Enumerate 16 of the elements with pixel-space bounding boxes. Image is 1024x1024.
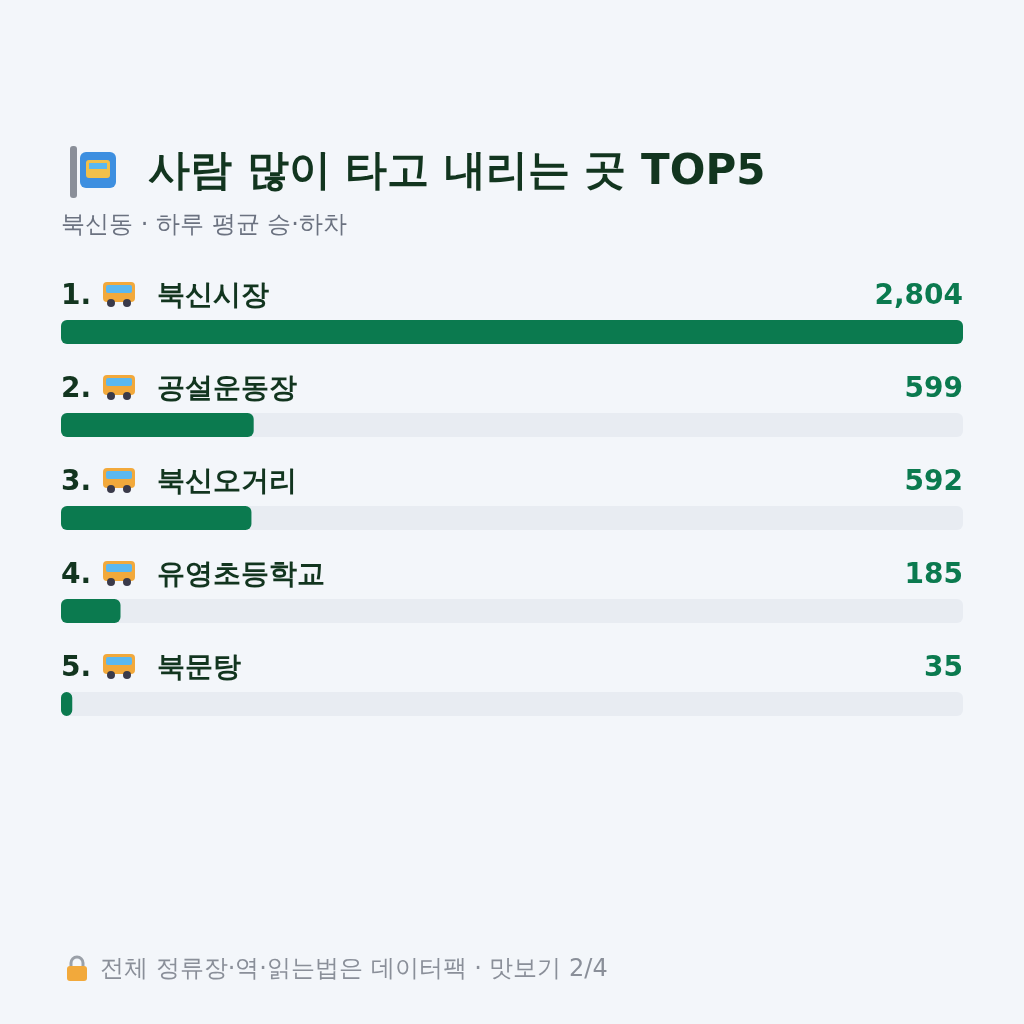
bar: [61, 506, 252, 530]
data-label: 35: [924, 650, 963, 683]
data-label: 599: [904, 371, 963, 404]
category-label: 2. 공설운동장: [61, 371, 297, 404]
data-label: 592: [904, 464, 963, 497]
category-label: 1. 북신시장: [61, 278, 269, 311]
category-label: 3. 북신오거리: [61, 464, 297, 497]
category-label: 5. 북문탕: [61, 650, 241, 683]
data-label: 2,804: [874, 278, 963, 311]
bar: [61, 413, 254, 437]
text: 전체 정류장·역·읽는법은 데이터팩 · 맛보기 2/4: [100, 953, 608, 984]
data-label: 185: [904, 557, 963, 590]
chart-title: 사람 많이 타고 내리는 곳 TOP5: [148, 144, 766, 196]
bar: [61, 599, 121, 623]
chart-subtitle: 북신동 · 하루 평균 승·하차: [61, 209, 347, 240]
category-label: 4. 유영초등학교: [61, 557, 325, 590]
